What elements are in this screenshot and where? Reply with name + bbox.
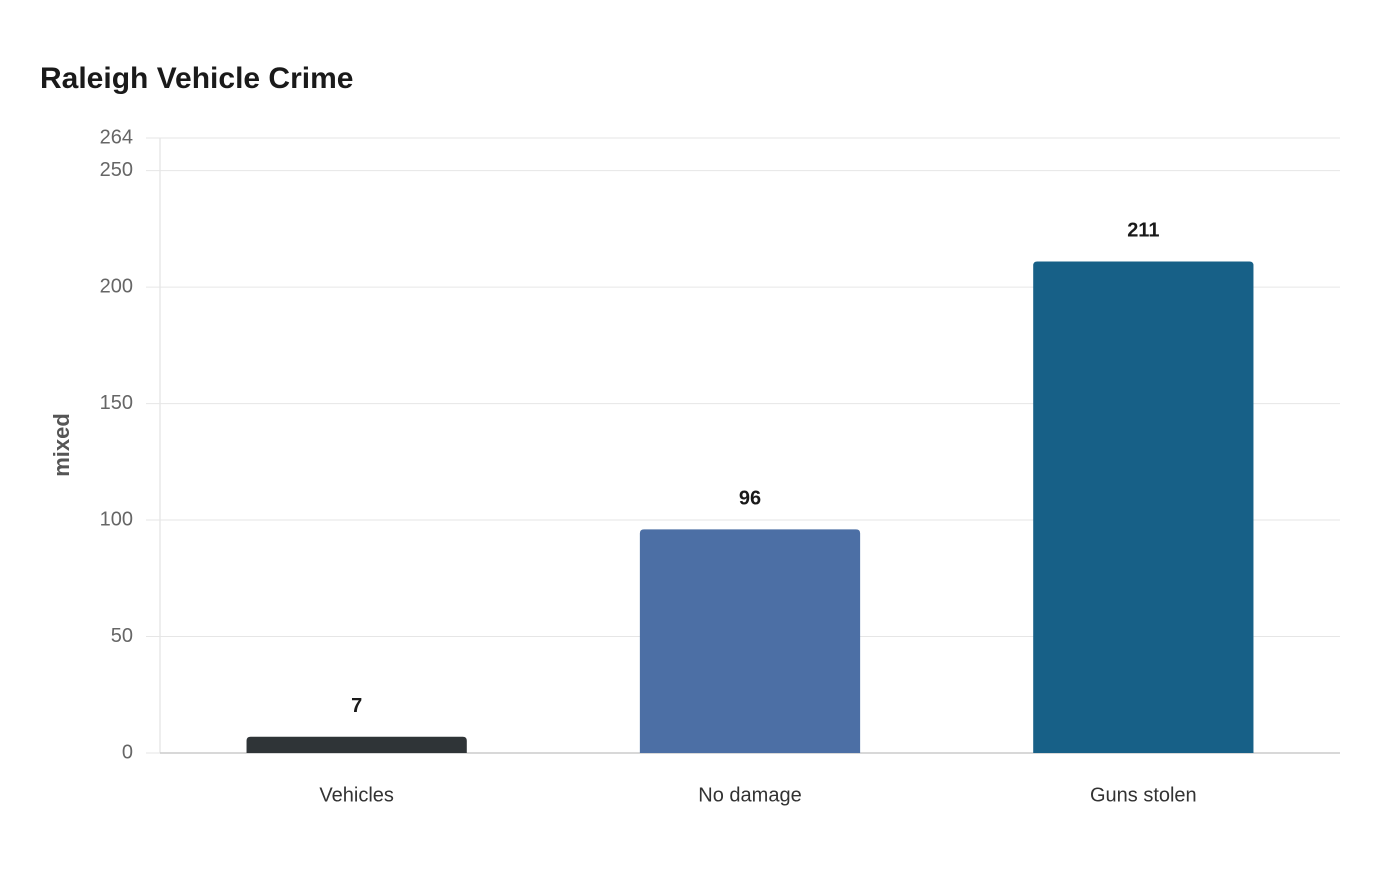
y-tick-label: 264 bbox=[100, 126, 133, 148]
y-tick-label: 100 bbox=[100, 508, 133, 530]
bar bbox=[246, 736, 467, 753]
data-label: 211 bbox=[1127, 220, 1159, 242]
y-tick-label: 200 bbox=[100, 275, 133, 297]
x-tick-label: Guns stolen bbox=[1090, 784, 1197, 806]
y-tick-label: 0 bbox=[122, 741, 133, 763]
y-tick-label: 250 bbox=[100, 159, 133, 181]
y-tick-label: 150 bbox=[100, 392, 133, 414]
bar bbox=[639, 529, 861, 753]
x-tick-label: Vehicles bbox=[319, 784, 394, 806]
bar bbox=[1033, 261, 1254, 753]
y-axis-label: mixed bbox=[49, 413, 74, 477]
x-tick-label: No damage bbox=[698, 784, 801, 806]
y-tick-label: 50 bbox=[111, 625, 133, 647]
chart-title: Raleigh Vehicle Crime bbox=[40, 62, 353, 95]
data-label: 7 bbox=[351, 695, 362, 717]
data-label: 96 bbox=[739, 488, 761, 510]
